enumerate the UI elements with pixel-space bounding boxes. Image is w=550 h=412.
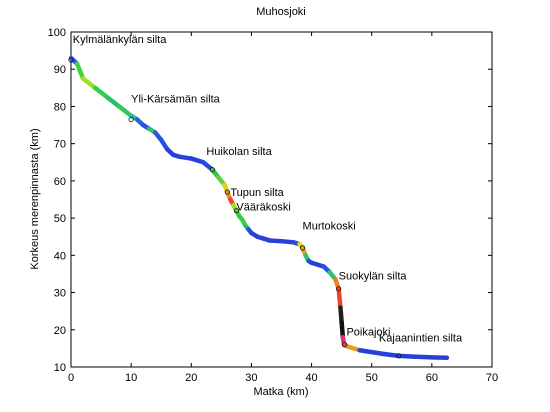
y-tick-label: 60 [54, 176, 66, 188]
profile-segment [411, 354, 435, 360]
x-tick-label: 20 [185, 372, 197, 384]
location-marker [224, 189, 230, 195]
annotation-label: Murtokoski [303, 220, 356, 232]
location-marker [68, 57, 74, 63]
location-marker [396, 353, 402, 359]
y-axis-ticks: 10 20 30 40 50 60 70 80 90 100 [48, 27, 492, 374]
x-tick-label: 70 [486, 372, 498, 384]
y-tick-label: 20 [54, 325, 66, 337]
x-axis-title: Matka (km) [254, 386, 309, 398]
y-tick-label: 10 [54, 362, 66, 374]
location-annotations: Kylmälänkylän silta Yli-Kärsämän silta Hui… [73, 34, 463, 345]
location-marker [128, 116, 134, 123]
x-tick-label: 60 [426, 372, 438, 384]
y-tick-label: 30 [54, 288, 66, 300]
x-tick-label: 50 [366, 372, 378, 384]
location-marker [209, 167, 215, 173]
bridge-markers [68, 57, 402, 359]
location-marker [336, 286, 342, 292]
profile-segment [80, 76, 98, 91]
y-tick-label: 40 [54, 250, 66, 262]
location-marker [299, 245, 306, 251]
annotation-label: Yli-Kärsämän silta [131, 94, 221, 106]
y-tick-label: 90 [54, 64, 66, 76]
x-axis-ticks: 0 10 20 30 40 50 60 70 [68, 32, 498, 384]
x-tick-label: 10 [125, 372, 137, 384]
profile-segment [116, 104, 134, 118]
y-tick-label: 100 [48, 27, 66, 39]
profile-segment [104, 94, 122, 109]
annotation-label: Suokylän silta [339, 271, 408, 283]
annotation-label: Kylmälänkylän silta [73, 34, 167, 46]
annotation-label: Huikolan silta [206, 146, 272, 158]
x-tick-label: 40 [305, 372, 317, 384]
y-tick-label: 80 [54, 101, 66, 113]
chart-title: Muhosjoki [256, 6, 306, 18]
profile-segment [74, 61, 86, 81]
annotation-label: Kajaanintien silta [379, 333, 463, 345]
plot-area [70, 31, 493, 368]
x-tick-label: 0 [68, 372, 74, 384]
annotation-label: Tupun silta [230, 187, 284, 199]
profile-segment [338, 305, 344, 325]
profile-segment [339, 320, 346, 340]
y-tick-label: 50 [54, 213, 66, 225]
profile-segment [336, 286, 343, 310]
location-marker [342, 342, 348, 348]
y-tick-label: 70 [54, 139, 66, 151]
location-marker [233, 208, 239, 214]
y-axis-title: Korkeus merenpinnasta (km) [29, 128, 41, 269]
x-tick-label: 30 [245, 372, 257, 384]
profile-segment [92, 85, 110, 100]
annotation-label: Vääräkoski [236, 202, 290, 214]
annotation-label: Poikajoki [346, 326, 390, 338]
